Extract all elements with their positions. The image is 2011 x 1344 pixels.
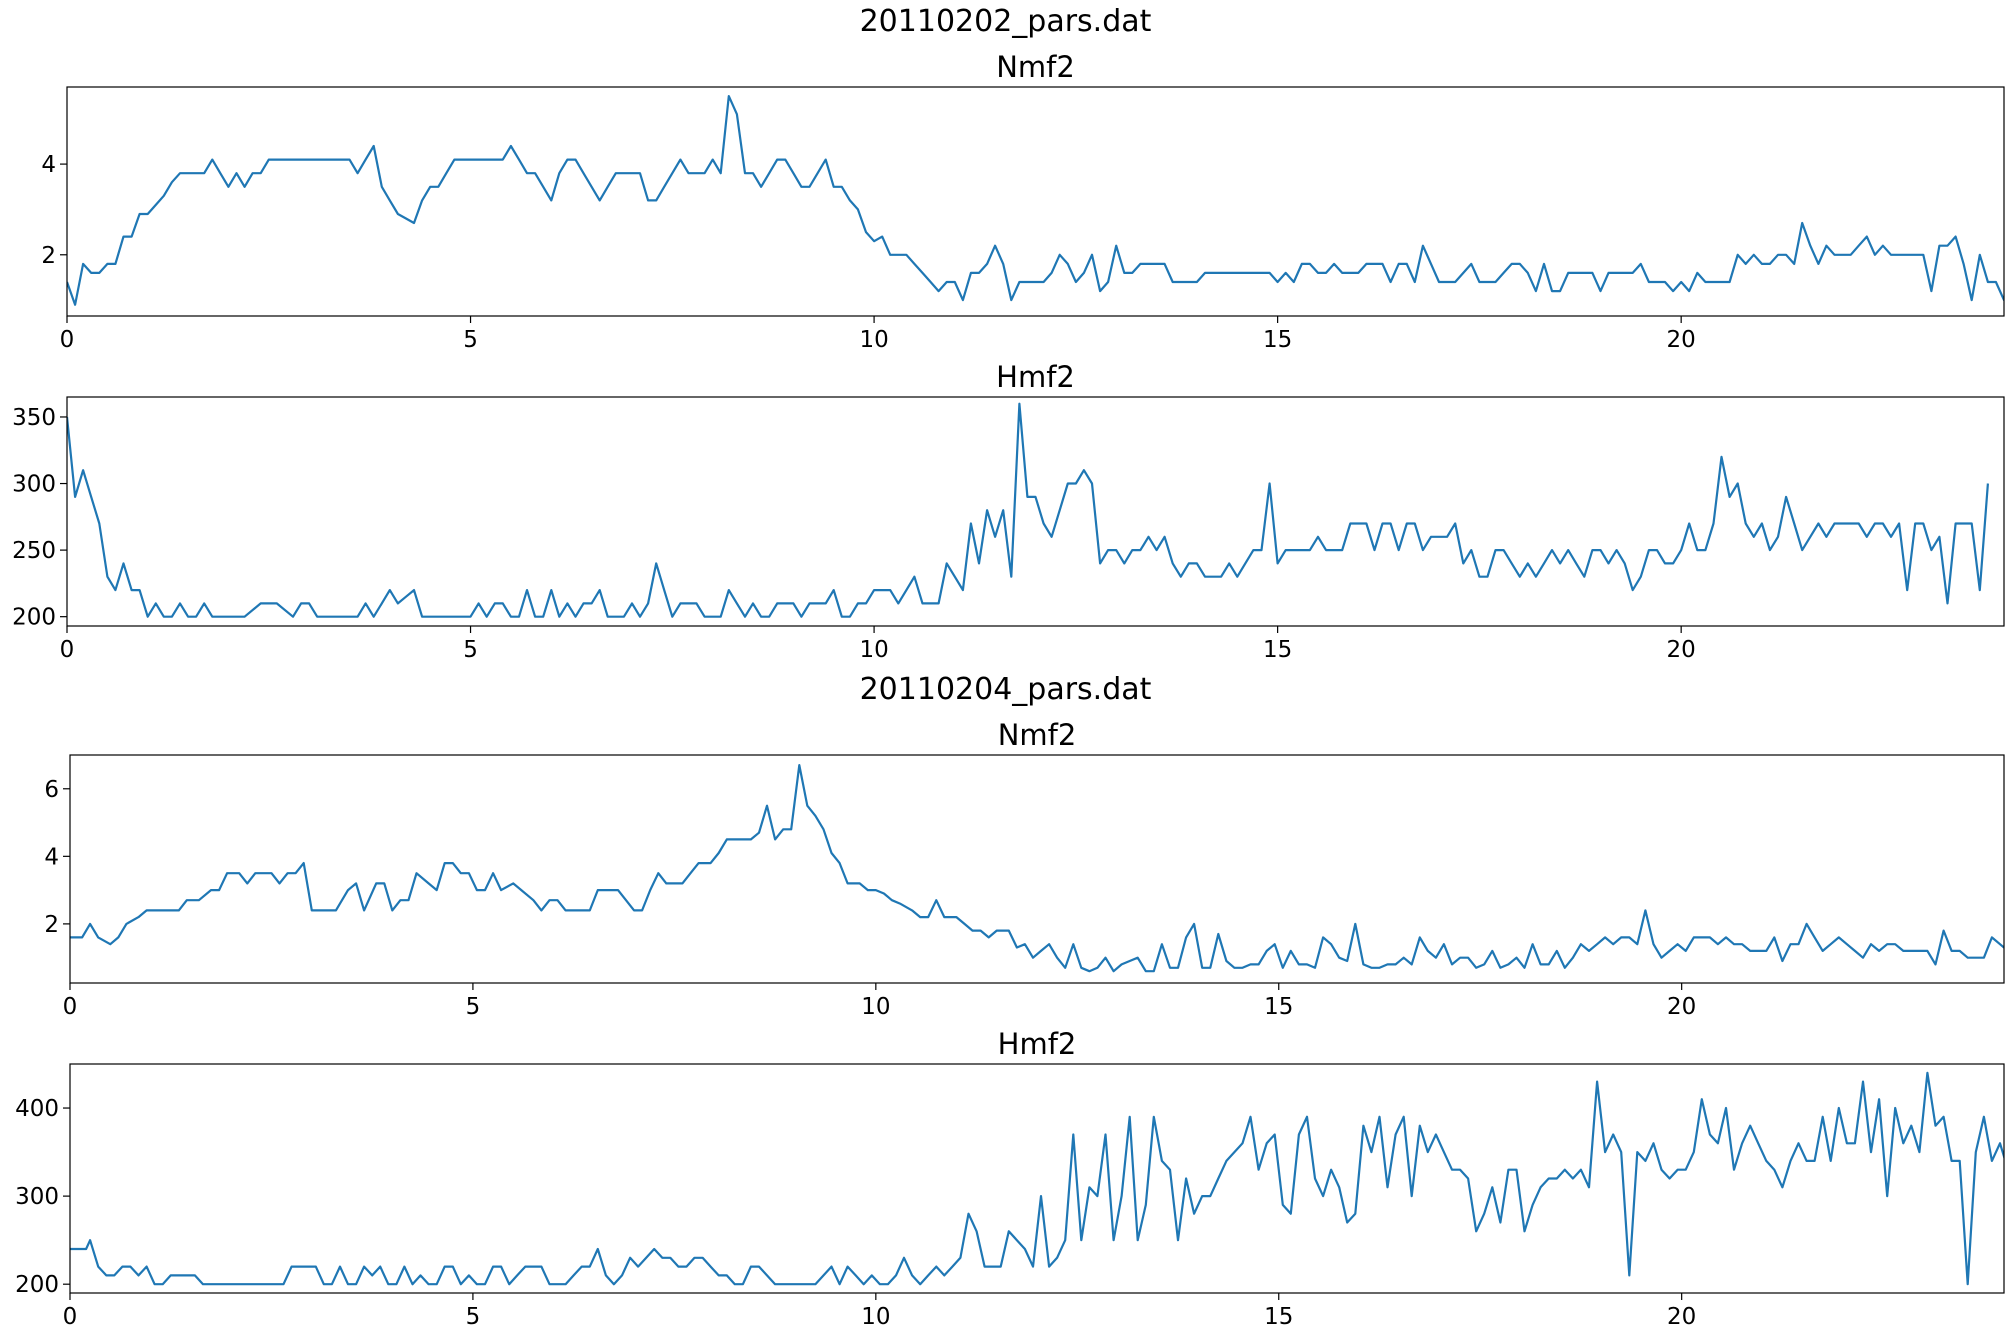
panel-nmf2-20110204: Nmf2 0 5 10 15 20 2 4 6: [44, 718, 2005, 1020]
x-tick-label-nmf2-2-5: 5: [466, 994, 481, 1020]
x-tick-label-nmf2-2-10: 10: [861, 994, 890, 1020]
panel-title-nmf2-1: Nmf2: [996, 50, 1075, 84]
x-tick-label-nmf2-2-15: 15: [1264, 994, 1293, 1020]
y-tick-label-nmf2-2-6: 6: [44, 777, 59, 803]
y-tick-label-hmf2-2-200: 200: [15, 1272, 59, 1298]
series-line-hmf2-2: [70, 1071, 2004, 1286]
panel-title-hmf2-2: Hmf2: [998, 1027, 1077, 1061]
y-tick-label-nmf2-2-2: 2: [44, 912, 59, 938]
y-tick-label-nmf2-2-4: 4: [44, 844, 59, 870]
series-line-hmf2-1: [67, 402, 1989, 618]
y-tick-label-hmf2-1-200: 200: [12, 605, 56, 631]
x-tick-label-nmf2-2-0: 0: [63, 994, 78, 1020]
panel-title-hmf2-1: Hmf2: [996, 360, 1075, 394]
x-tick-label-nmf2-1-20: 20: [1667, 327, 1696, 353]
axes-frame-nmf2-1: [66, 86, 2005, 317]
y-tick-label-nmf2-1-4: 4: [41, 152, 56, 178]
x-tick-label-hmf2-2-0: 0: [63, 1304, 78, 1330]
x-tick-label-hmf2-2-5: 5: [466, 1304, 481, 1330]
figure-title-2: 20110204_pars.dat: [859, 672, 1152, 707]
x-tick-label-nmf2-1-15: 15: [1263, 327, 1292, 353]
series-line-nmf2-1: [67, 95, 2004, 306]
x-tick-label-hmf2-1-0: 0: [60, 637, 75, 663]
x-tick-label-nmf2-1-10: 10: [859, 327, 888, 353]
y-tick-label-nmf2-1-2: 2: [41, 243, 56, 269]
axes-frame-nmf2-2: [69, 754, 2005, 984]
axes-frame-hmf2-2: [69, 1063, 2005, 1294]
x-tick-label-nmf2-1-5: 5: [463, 327, 478, 353]
axes-frame-hmf2-1: [66, 396, 2005, 627]
panel-nmf2-20110202: Nmf2 0 5 10 15 20 2 4: [41, 50, 2005, 353]
y-tick-label-hmf2-1-250: 250: [12, 538, 56, 564]
y-tick-label-hmf2-2-300: 300: [15, 1184, 59, 1210]
x-tick-label-hmf2-1-20: 20: [1667, 637, 1696, 663]
series-line-nmf2-2: [70, 764, 2004, 973]
x-tick-label-hmf2-1-5: 5: [463, 637, 478, 663]
y-tick-label-hmf2-1-300: 300: [12, 472, 56, 498]
y-tick-label-hmf2-1-350: 350: [12, 405, 56, 431]
x-tick-label-hmf2-2-20: 20: [1667, 1304, 1696, 1330]
panel-hmf2-20110204: Hmf2 0 5 10 15 20 200 300 400: [15, 1027, 2005, 1330]
x-tick-label-hmf2-2-10: 10: [861, 1304, 890, 1330]
x-tick-label-hmf2-1-10: 10: [859, 637, 888, 663]
figure-title-1: 20110202_pars.dat: [859, 4, 1152, 39]
x-tick-label-hmf2-2-15: 15: [1264, 1304, 1293, 1330]
x-tick-label-nmf2-2-20: 20: [1667, 994, 1696, 1020]
panel-title-nmf2-2: Nmf2: [998, 718, 1077, 752]
x-tick-label-hmf2-1-15: 15: [1263, 637, 1292, 663]
panel-hmf2-20110202: Hmf2 0 5 10 15 20 200 250 300 350: [12, 360, 2005, 663]
x-tick-label-nmf2-1-0: 0: [60, 327, 75, 353]
y-tick-label-hmf2-2-400: 400: [15, 1096, 59, 1122]
